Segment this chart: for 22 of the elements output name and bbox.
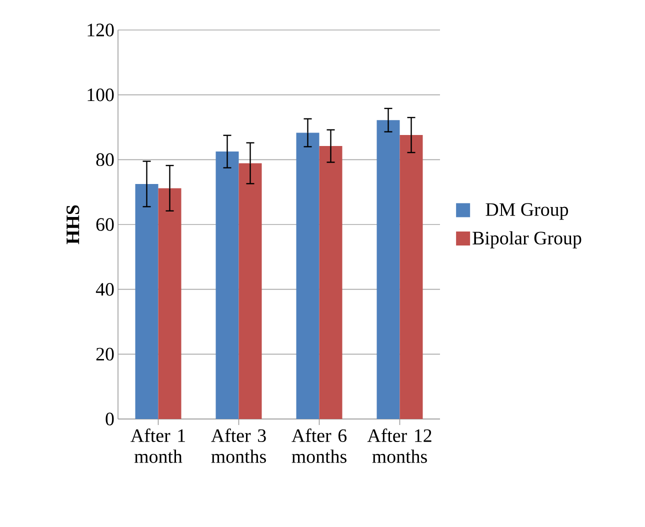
bar (319, 146, 342, 419)
bar (238, 163, 262, 419)
legend-label: Bipolar Group (472, 231, 582, 248)
y-tick-label: 80 (96, 153, 114, 166)
x-tick-label: After 1 month (130, 428, 185, 463)
bar (158, 188, 182, 419)
bar (400, 135, 423, 419)
y-tick-label: 0 (106, 412, 114, 426)
x-tick-label: After 6 months (292, 428, 347, 463)
bar (296, 132, 320, 419)
legend-label: DM Group (486, 203, 568, 220)
y-tick-label: 20 (96, 348, 114, 361)
bar (376, 120, 400, 419)
y-axis-title: HHS (66, 205, 80, 244)
bar (216, 152, 239, 419)
y-tick-label: 60 (96, 218, 114, 231)
y-tick-label: 100 (88, 88, 114, 102)
x-tick-label: After 12 months (367, 428, 432, 463)
bar (135, 184, 158, 419)
y-tick-label: 40 (96, 282, 114, 296)
y-tick-label: 120 (88, 24, 114, 36)
x-tick-label: After 3 months (211, 428, 266, 463)
